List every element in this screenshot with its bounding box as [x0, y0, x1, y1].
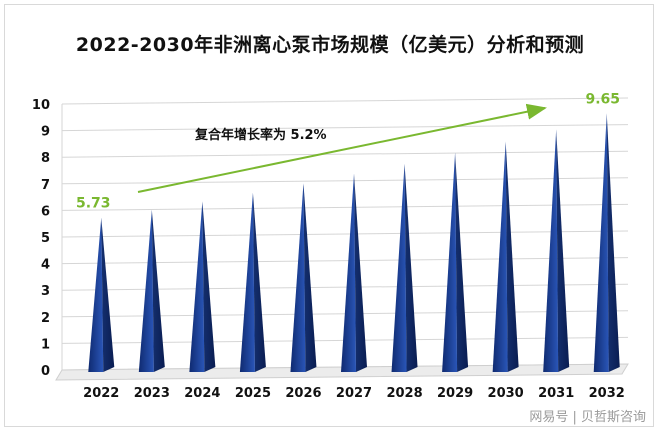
bar-2026-side [303, 183, 317, 372]
y-tick-label: 6 [41, 204, 50, 219]
x-tick-label: 2025 [235, 386, 271, 401]
gridline [61, 150, 629, 158]
gridline [61, 203, 629, 211]
x-tick-label: 2029 [437, 386, 473, 401]
y-tick-label: 5 [41, 231, 50, 246]
gridline [61, 177, 629, 185]
y-tick-label: 10 [32, 98, 50, 113]
bar-2028-side [404, 163, 418, 372]
x-tick-label: 2023 [134, 386, 170, 401]
bar-2025-side [252, 192, 266, 372]
bar-2023-side [151, 209, 165, 372]
data-label-2022: 5.73 [76, 196, 111, 212]
y-tick-label: 3 [41, 284, 50, 299]
y-tick-label: 7 [41, 178, 50, 193]
y-tick-label: 2 [41, 311, 50, 326]
data-labels: 5.73 9.65 [76, 91, 620, 211]
bar-2031-front [543, 129, 559, 372]
bar-2027-front [341, 173, 356, 372]
bar-2029-side [455, 152, 469, 372]
chart-frame [4, 4, 654, 427]
x-tick-label: 2030 [488, 386, 524, 401]
bar-2031-side [556, 129, 570, 372]
bar-2027-side [354, 173, 367, 372]
gridline [61, 124, 629, 132]
bar-2024-front [189, 201, 205, 372]
gridline [61, 257, 629, 265]
y-tick-label: 1 [41, 337, 50, 352]
y-axis-ticks: 0 1 2 3 4 5 6 7 8 9 10 [32, 98, 50, 379]
gridline [61, 97, 629, 105]
x-tick-label: 2032 [589, 386, 625, 401]
chart-title: 2022-2030年非洲离心泵市场规模（亿美元）分析和预测 [75, 34, 585, 56]
bars [88, 113, 620, 372]
y-tick-label: 4 [41, 258, 50, 273]
x-axis-ticks: 2022 2023 2024 2025 2026 2027 2028 2029 2030 2031… [83, 386, 625, 401]
bar-2032-front [593, 113, 609, 372]
x-tick-label: 2031 [538, 386, 574, 401]
bar-2032-side [606, 113, 620, 372]
y-tick-label: 9 [41, 125, 50, 140]
y-tick-label: 8 [41, 151, 50, 166]
growth-annotation: 复合年增长率为 5.2% [194, 127, 327, 143]
bar-2024-side [202, 201, 216, 372]
bar-2022-side [101, 217, 115, 372]
growth-trend: 复合年增长率为 5.2% [137, 103, 547, 193]
bar-2022-front [88, 217, 104, 372]
bar-2025-front [239, 192, 255, 372]
gridline [61, 230, 629, 238]
data-label-2032: 9.65 [585, 91, 620, 107]
bar-2030-front [492, 141, 508, 372]
x-tick-label: 2028 [386, 386, 422, 401]
y-tick-label: 0 [41, 364, 50, 379]
bar-2030-side [505, 141, 519, 372]
x-tick-label: 2022 [83, 386, 119, 401]
bar-2028-front [391, 163, 407, 372]
x-tick-label: 2024 [184, 386, 220, 401]
watermark: 网易号 | 贝哲斯咨询 [529, 410, 646, 425]
x-tick-label: 2027 [336, 386, 372, 401]
x-tick-label: 2026 [285, 386, 321, 401]
bar-2029-front [442, 152, 458, 372]
bar-2023-front [138, 209, 154, 372]
bar-2026-front [290, 183, 306, 372]
growth-arrow [137, 103, 547, 193]
